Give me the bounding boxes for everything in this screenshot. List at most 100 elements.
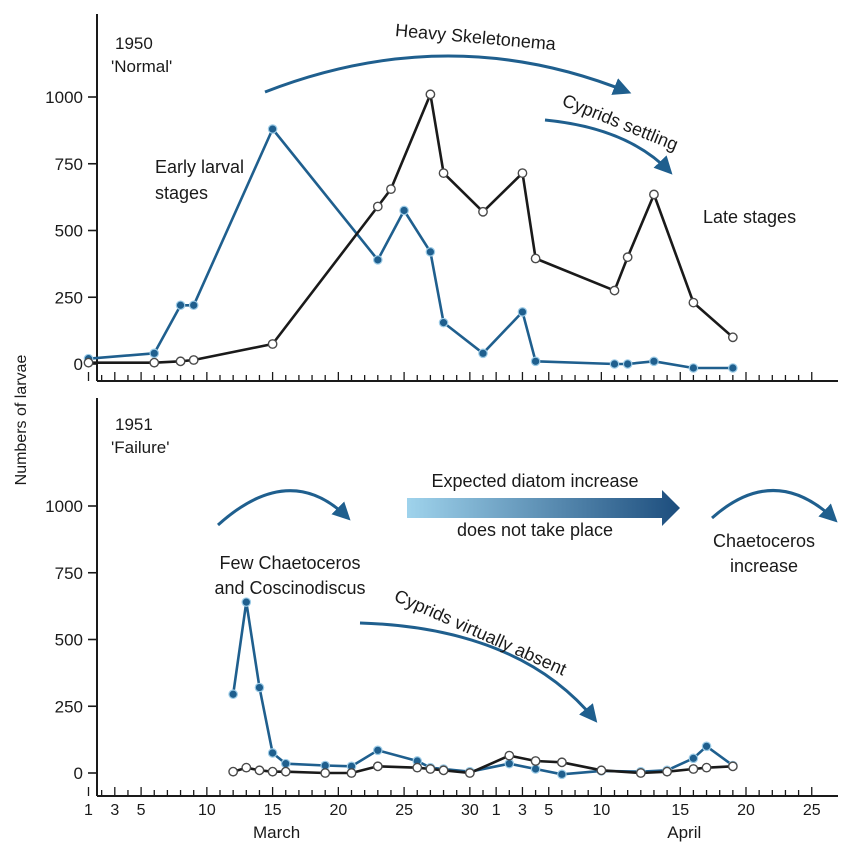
bottom-condition-label: 'Failure': [111, 438, 169, 457]
x-tick-label: 25: [803, 802, 821, 819]
early-data-point: [267, 748, 278, 758]
late-data-point: [609, 285, 620, 296]
late-data-point: [425, 89, 436, 100]
early-data-point: [701, 741, 712, 752]
x-tick-label: 15: [671, 802, 689, 819]
early-data-point: [425, 247, 436, 257]
early-data-point: [530, 764, 541, 774]
cyprids-settling-label: Cyprids settling: [559, 90, 681, 155]
few-chaetoceros-arrow: [216, 489, 351, 527]
late-data-point: [701, 762, 712, 773]
y-tick-label: 500: [55, 222, 83, 241]
late-data-point: [254, 765, 265, 776]
late-data-point: [188, 355, 199, 365]
x-tick-label: 25: [395, 802, 413, 819]
early-data-point: [438, 317, 449, 328]
late-data-point: [412, 762, 423, 773]
late-data-point: [386, 184, 396, 195]
x-tick-label: 30: [461, 802, 479, 819]
late-data-point: [320, 768, 331, 778]
late-data-point: [662, 766, 672, 777]
late-data-point: [149, 357, 160, 368]
x-tick-label: 1: [84, 802, 93, 819]
early-data-point: [228, 689, 238, 700]
late-data-point: [596, 765, 607, 776]
top-year-label: 1950: [115, 34, 153, 53]
y-axis-label: Numbers of larvae: [13, 355, 30, 486]
late-data-point: [372, 201, 383, 212]
expected-increase-label-line2: does not take place: [457, 520, 613, 540]
chaetoceros-increase-arrow: [711, 489, 838, 523]
early-data-point: [517, 307, 528, 317]
y-tick-label: 500: [55, 631, 83, 650]
month-label: March: [253, 823, 300, 842]
early-data-point: [504, 758, 515, 769]
late-data-point: [425, 764, 436, 774]
early-data-point: [241, 597, 252, 607]
late-data-point: [175, 356, 186, 367]
bottom-year-label: 1951: [115, 415, 153, 434]
y-tick-label: 750: [55, 564, 83, 583]
late-data-point: [727, 332, 738, 343]
late-data-point: [635, 768, 646, 778]
x-tick-label: 10: [592, 802, 610, 819]
early-data-point: [280, 758, 291, 769]
early-data-point: [175, 300, 186, 311]
y-tick-label: 250: [55, 697, 83, 716]
x-tick-label: 20: [329, 802, 347, 819]
early-data-point: [688, 363, 699, 373]
late-data-point: [372, 761, 383, 772]
y-tick-label: 0: [74, 764, 83, 783]
late-data-point: [504, 750, 515, 761]
early-data-point: [478, 348, 488, 359]
early-data-point: [622, 359, 633, 369]
cyprids-absent-label: Cyprids virtually absent: [391, 586, 569, 680]
late-data-point: [530, 253, 541, 264]
x-tick-label: 5: [137, 802, 146, 819]
late-data-point: [622, 252, 633, 263]
few-chaetoceros-label-line1: Few Chaetoceros: [219, 553, 360, 573]
late-data-point: [517, 168, 528, 178]
early-data-point: [267, 124, 278, 134]
chaetoceros-increase-label-line2: increase: [730, 556, 798, 576]
late-data-point: [478, 206, 488, 217]
axes: [87, 14, 838, 797]
early-data-point: [557, 769, 567, 780]
x-tick-label: 3: [518, 802, 527, 819]
early-data-point: [372, 745, 383, 756]
late-data-point: [649, 189, 659, 200]
x-tick-label: 1: [492, 802, 501, 819]
early-data-point: [254, 682, 265, 693]
late-data-point: [464, 768, 475, 778]
y-tick-label: 1000: [45, 497, 83, 516]
expected-increase-label-line1: Expected diatom increase: [431, 471, 638, 491]
late-data-point: [267, 766, 278, 777]
month-label: April: [667, 823, 701, 842]
skeletonema-arrow: [264, 54, 632, 95]
late-data-point: [241, 762, 252, 773]
early-data-point: [688, 753, 699, 764]
early-data-point: [609, 359, 620, 369]
late-data-point: [267, 339, 278, 349]
early-data-point: [728, 363, 738, 373]
late-stages-label: Late stages: [703, 207, 796, 227]
late-data-point: [557, 757, 567, 768]
few-chaetoceros-label-line2: and Coscinodiscus: [214, 578, 365, 598]
late-data-point: [83, 357, 94, 368]
x-tick-label: 20: [737, 802, 755, 819]
y-tick-label: 0: [74, 355, 83, 374]
late-data-point: [688, 297, 699, 308]
late-data-point: [530, 756, 541, 766]
cyprids-settling-arrow: [544, 118, 673, 175]
early-data-point: [649, 356, 659, 367]
late-data-point: [688, 764, 699, 774]
x-tick-label: 15: [264, 802, 282, 819]
late-data-point: [438, 168, 449, 178]
y-tick-label: 250: [55, 288, 83, 307]
early-data-point: [399, 205, 409, 216]
late-data-point: [346, 768, 357, 778]
y-tick-label: 1000: [45, 88, 83, 107]
